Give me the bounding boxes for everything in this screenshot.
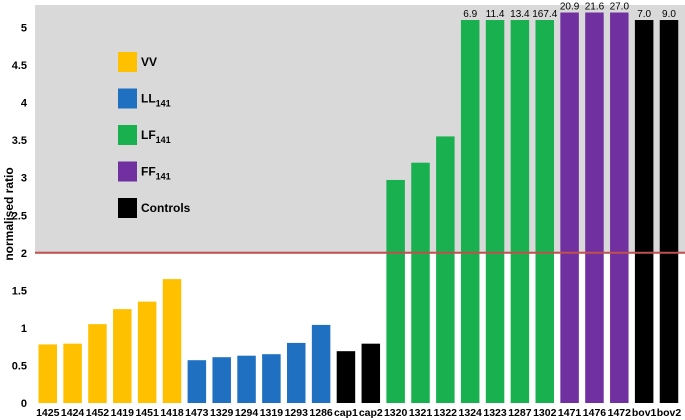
y-tick-label: 1.5 [12,285,27,297]
x-tick-label: 1452 [86,407,110,419]
x-tick-label: 1322 [434,407,458,419]
bar-value-label: 13.4 [510,9,530,20]
x-tick-label: 1419 [111,407,135,419]
x-tick-label: cap2 [359,407,383,419]
bar-1293 [287,342,306,403]
x-tick-label: cap1 [334,407,358,419]
bar-top-labels: 6.9 11.4 13.4 167.420.9 21.6 27.0 7.0 9.0 [463,2,676,21]
bar-bov1 [634,20,654,404]
y-axis: 0 0.5 1 1.5 2 2.5 3 3.5 4 4.5 5 [12,23,28,410]
bar-1472 [610,12,629,404]
x-tick-label: 1286 [309,407,333,419]
x-tick-label: 1451 [135,407,159,419]
y-tick-label: 3 [21,173,27,185]
bar-1471 [560,12,579,404]
x-tick-label: 1476 [583,407,607,419]
bar-1286 [311,324,331,403]
x-tick-label: 1302 [533,407,557,419]
y-tick-label: 4 [21,98,28,110]
bar-1419 [113,309,132,403]
y-tick-label: 5 [21,23,27,35]
bar-value-label: 21.6 [585,2,605,13]
x-tick-label: 1418 [160,407,184,419]
bar-value-label: 6.9 [463,9,477,20]
x-tick-label: 1472 [608,407,632,419]
x-tick-label: 1323 [483,407,507,419]
bar-value-label: 20.9 [560,2,580,13]
legend-swatch-ll [118,88,137,109]
bar-1324 [460,20,480,404]
x-tick-label: 1293 [285,407,309,419]
x-tick-label: 1320 [384,407,408,419]
legend-swatch-ff [118,161,137,182]
y-axis-label: normalised ratio [2,167,16,260]
x-tick-label: 1294 [235,407,259,419]
bar-1294 [237,355,256,403]
legend-label: VV [141,55,157,69]
bar-1424 [63,343,82,403]
x-tick-label: 1329 [210,407,234,419]
y-tick-label: 0 [21,398,27,410]
bar-value-label: 9.0 [662,9,676,20]
bar-1323 [485,20,505,404]
bar-value-label: 167.4 [532,9,557,20]
bar-1476 [585,12,604,404]
x-tick-label: 1425 [36,407,60,419]
bar-value-label: 7.0 [637,9,651,20]
y-tick-label: 0.5 [12,360,27,372]
x-tick-label: 1471 [558,407,582,419]
x-tick-label: bov1 [632,407,657,419]
legend-swatch-controls [118,198,137,218]
y-tick-label: 2.5 [12,210,27,222]
bar-value-label: 27.0 [610,2,630,13]
bar-1418 [162,279,182,403]
bar-cap1 [336,351,356,403]
bar-1321 [411,162,430,403]
bar-1319 [262,354,281,403]
y-tick-label: 2 [21,248,27,260]
bar-1287 [510,20,530,404]
x-tick-label: 1324 [459,407,483,419]
x-tick-label: 1473 [185,407,209,419]
bar-1451 [137,301,157,403]
bar-1473 [187,360,207,403]
bar-value-label: 11.4 [486,9,505,20]
bar-1452 [88,324,107,403]
x-tick-label: 1287 [508,407,532,419]
x-tick-label: 1321 [409,407,433,419]
x-tick-label: bov2 [657,407,682,419]
x-tick-label: 1319 [260,407,284,419]
x-axis: 1425 1424 1452 1419 1451 1418 1473 1329 1294 1319… [36,407,681,419]
bar-cap2 [361,343,381,403]
bar-1302 [535,20,554,404]
y-tick-label: 3.5 [12,135,27,147]
y-tick-label: 1 [21,323,27,335]
bar-bov2 [659,20,679,404]
legend-label: Controls [141,201,191,215]
bar-1322 [436,136,455,403]
legend-swatch-lf [118,125,137,145]
x-tick-label: 1424 [61,407,85,419]
bar-1320 [386,179,405,403]
bars-layer [38,12,679,404]
bar-1329 [212,357,231,403]
y-tick-label: 4.5 [12,60,27,72]
bar-1425 [38,344,57,403]
legend-swatch-vv [118,52,137,72]
